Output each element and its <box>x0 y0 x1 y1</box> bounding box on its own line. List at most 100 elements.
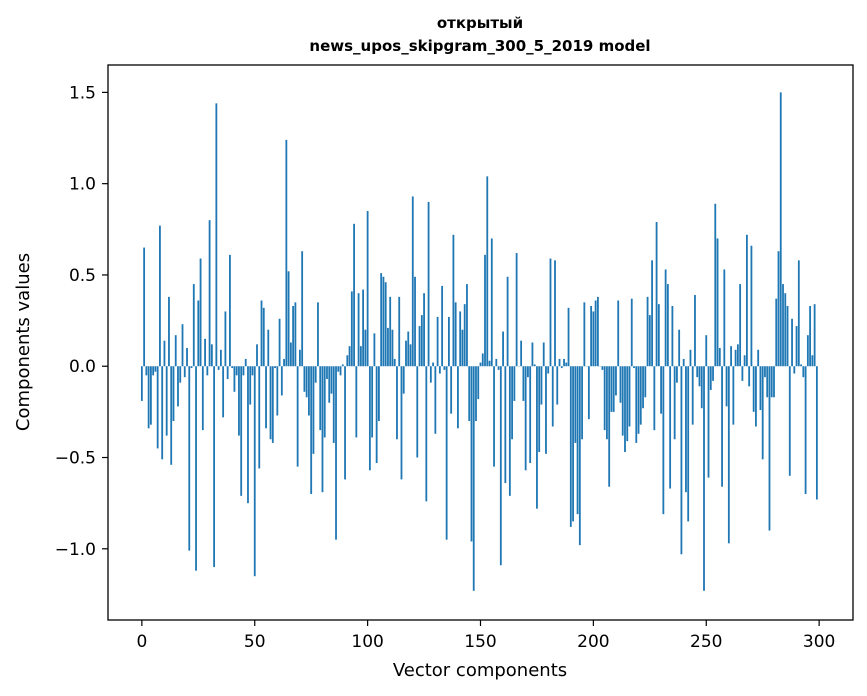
bar <box>308 366 310 416</box>
bar <box>165 366 168 436</box>
bar <box>298 349 301 367</box>
bar <box>766 366 769 398</box>
bar <box>140 366 143 401</box>
bar <box>682 358 685 367</box>
bar <box>804 366 807 495</box>
bar <box>319 366 322 431</box>
bar <box>603 366 606 431</box>
bar <box>238 366 240 436</box>
bar <box>741 366 744 381</box>
bar <box>637 366 640 434</box>
bar <box>621 366 624 436</box>
bar <box>199 258 202 367</box>
bar <box>387 327 389 367</box>
bar <box>779 92 782 367</box>
bar <box>506 276 509 367</box>
bar <box>249 366 252 405</box>
bar <box>782 284 784 367</box>
bar <box>709 366 712 390</box>
bar <box>800 364 802 367</box>
bar <box>775 298 778 367</box>
bar <box>791 318 793 367</box>
bar <box>283 358 285 367</box>
bar <box>457 366 459 429</box>
plot-frame <box>107 64 854 621</box>
bar-series <box>140 92 818 591</box>
bar <box>143 247 146 367</box>
bar <box>461 329 464 367</box>
x-tick-label: 200 <box>577 632 609 652</box>
bar <box>777 251 780 367</box>
bar <box>265 366 267 429</box>
bar <box>235 366 238 376</box>
bar <box>745 234 748 367</box>
bar <box>764 366 766 378</box>
x-tick-label: 300 <box>803 632 835 652</box>
bar <box>696 366 699 378</box>
bar <box>341 364 344 367</box>
bar <box>484 254 486 367</box>
bar <box>556 366 559 405</box>
bar <box>617 300 620 367</box>
bar <box>786 305 789 367</box>
bar <box>384 282 387 367</box>
bar <box>811 355 814 367</box>
bar <box>330 366 333 394</box>
bar <box>224 311 227 367</box>
bar <box>301 251 304 367</box>
bar <box>371 366 374 438</box>
y-tick-label: −0.5 <box>55 449 96 469</box>
bar <box>576 366 579 515</box>
bar <box>495 358 498 367</box>
bar <box>529 366 532 463</box>
bar <box>502 331 504 367</box>
bar <box>565 362 568 367</box>
bar <box>197 300 200 367</box>
bar <box>639 366 642 425</box>
bar <box>380 273 383 367</box>
bar <box>174 335 177 367</box>
bar <box>678 329 681 367</box>
bar <box>344 366 346 480</box>
bar <box>269 366 272 440</box>
bar <box>222 366 225 418</box>
bar <box>612 366 615 412</box>
bar <box>452 234 455 367</box>
bar <box>441 285 444 367</box>
bar <box>644 366 647 398</box>
bar <box>700 366 703 409</box>
bar <box>481 353 484 367</box>
bar <box>590 305 593 367</box>
bar <box>472 366 475 591</box>
bar <box>581 366 583 440</box>
bar <box>186 347 188 367</box>
bar <box>718 347 721 367</box>
bar <box>755 366 757 427</box>
bar <box>698 366 701 387</box>
bar <box>411 196 414 367</box>
bar <box>596 296 599 367</box>
bar <box>687 366 690 522</box>
bar <box>145 366 148 376</box>
bar <box>256 344 258 367</box>
bar <box>716 238 719 367</box>
bar <box>761 366 764 460</box>
bar <box>251 366 254 376</box>
y-axis-ticks: −1.0 −0.5 0.0 0.5 1.0 1.5 <box>55 83 108 560</box>
bar <box>262 307 265 367</box>
bar <box>743 355 746 367</box>
bar <box>572 366 574 522</box>
bar <box>567 307 570 367</box>
bar <box>337 366 340 372</box>
bar <box>463 304 466 367</box>
bar <box>520 340 523 367</box>
bar <box>409 344 412 367</box>
bar <box>558 358 561 367</box>
bar <box>305 366 308 398</box>
bar <box>497 366 500 370</box>
bar <box>192 284 195 367</box>
bar <box>213 366 216 568</box>
bar <box>357 293 360 367</box>
bar <box>626 366 629 442</box>
